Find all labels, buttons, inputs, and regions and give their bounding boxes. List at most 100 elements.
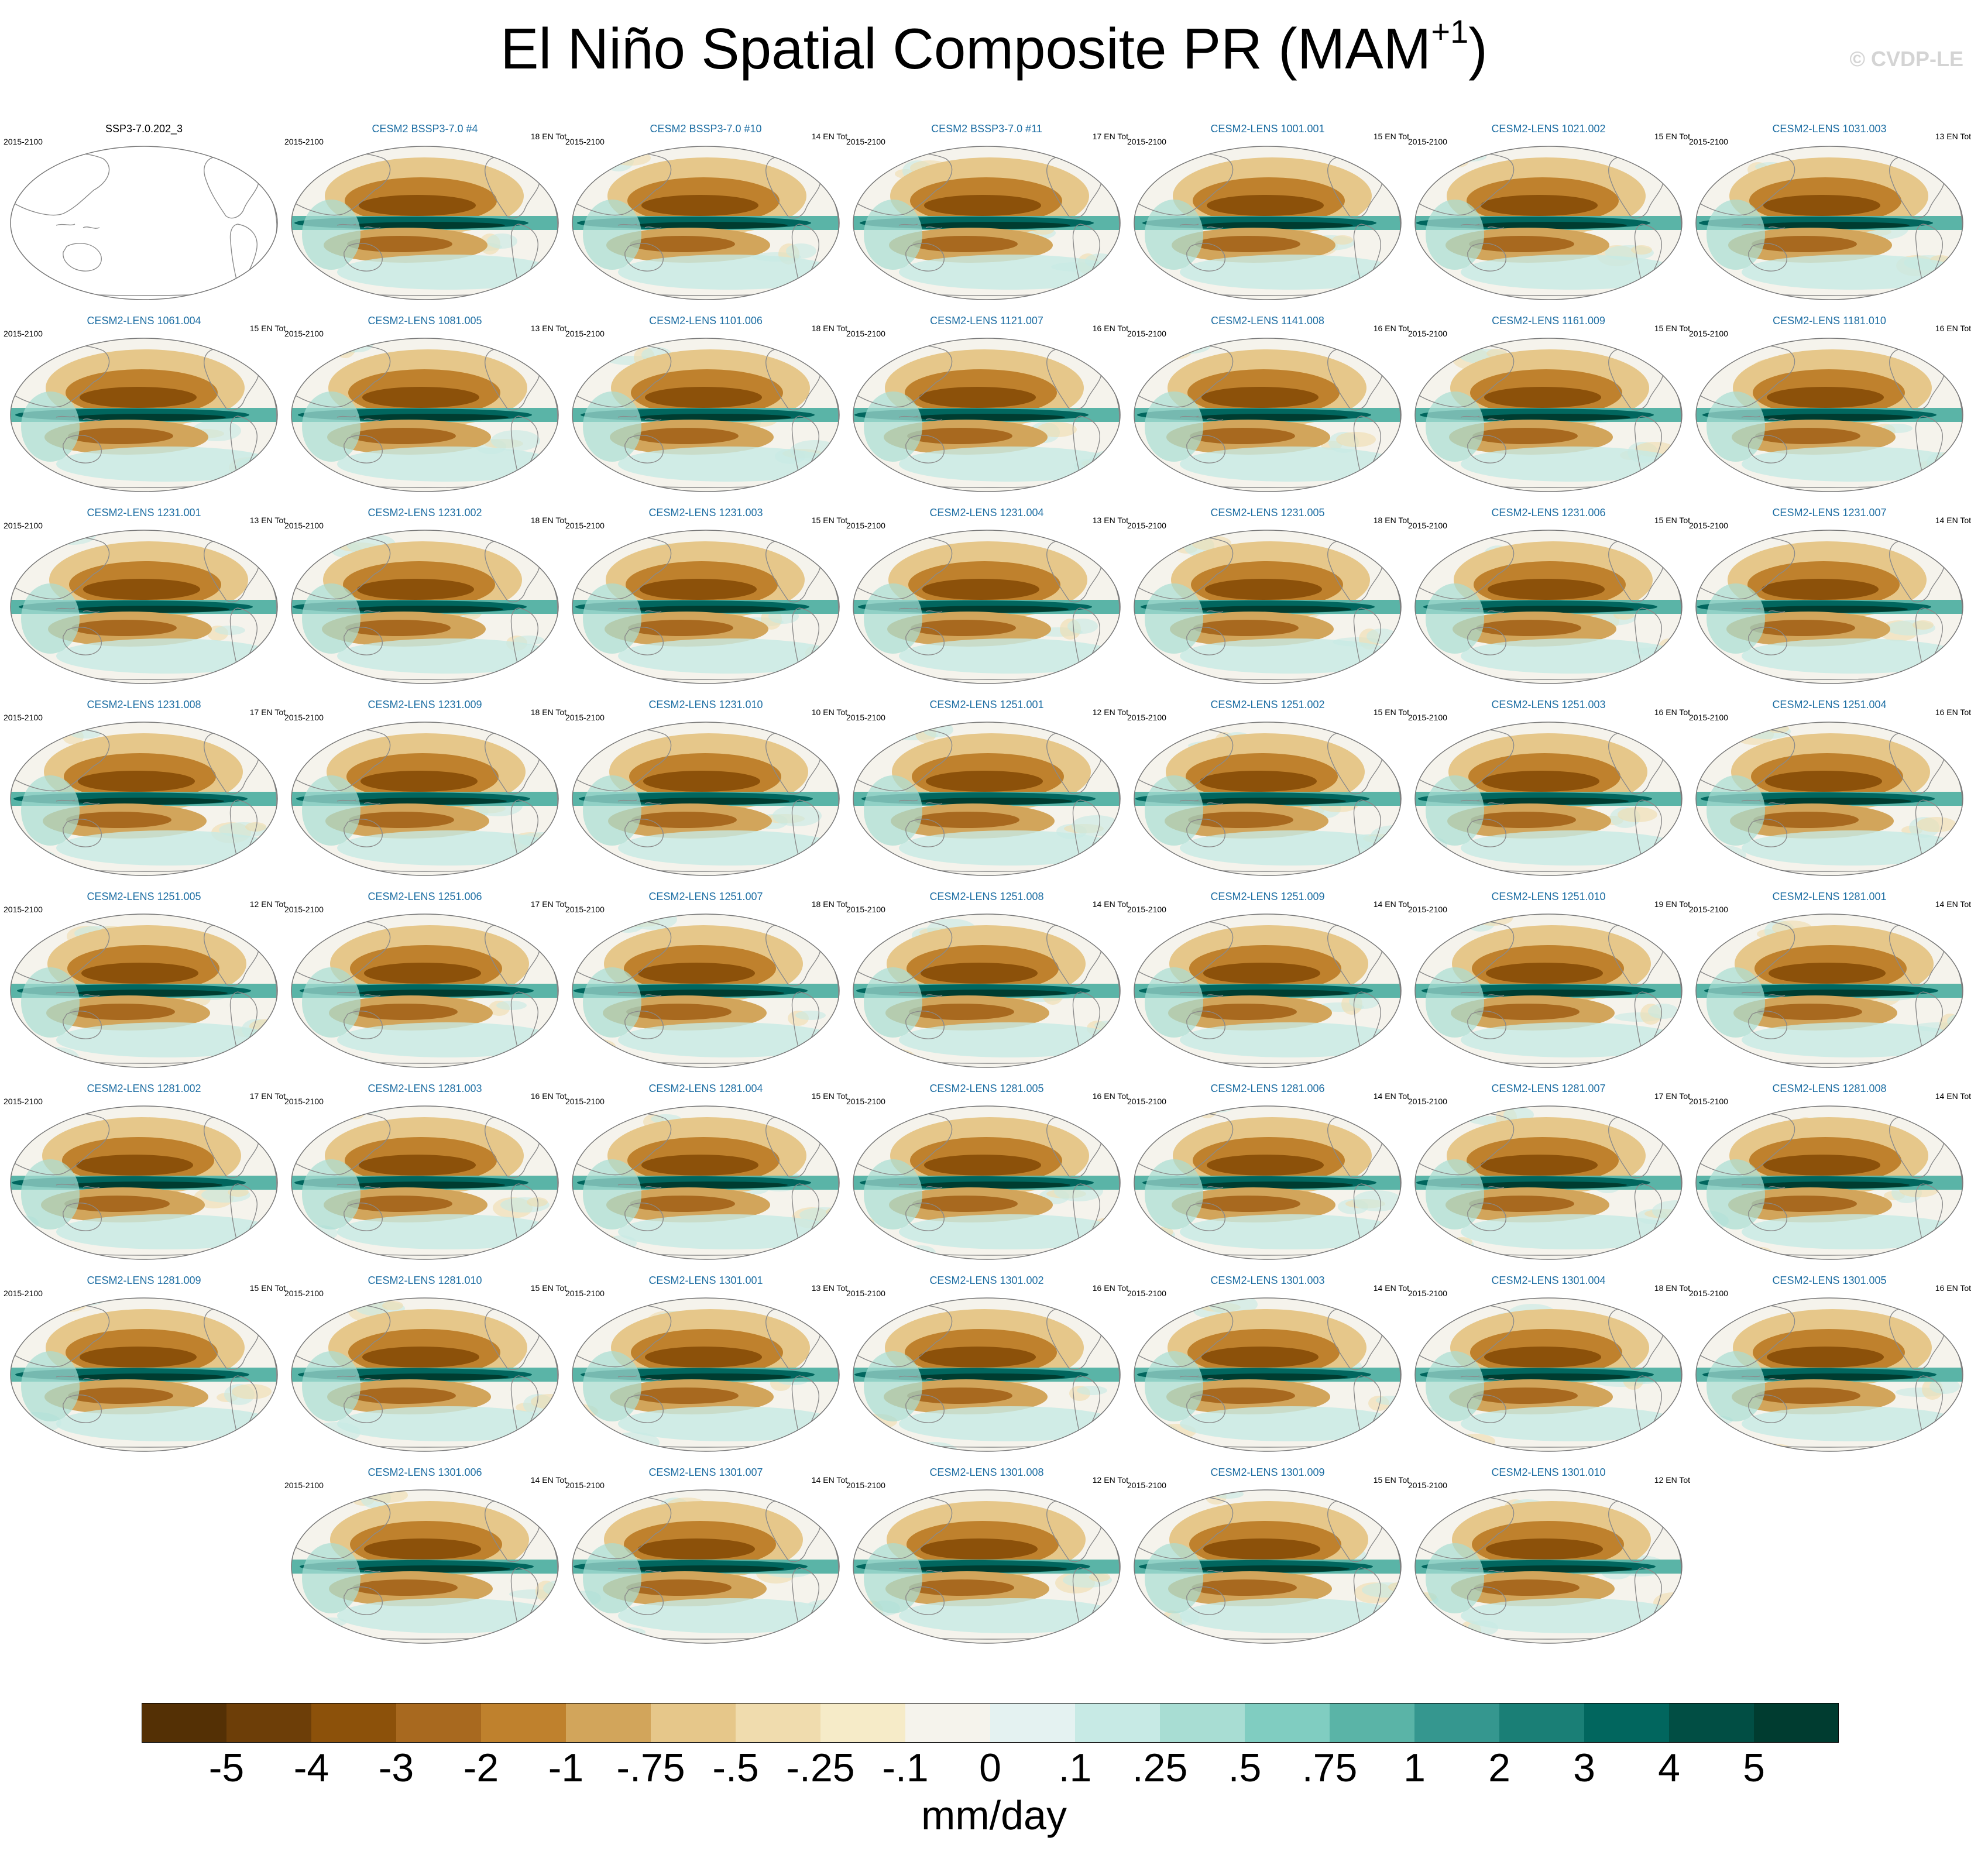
map-wet-region — [302, 1543, 360, 1613]
map-outline — [1414, 530, 1683, 684]
map-dry-core — [1767, 387, 1884, 408]
map-outline — [10, 338, 278, 492]
map-anomaly-patch — [871, 852, 892, 861]
panel-event-count: 13 EN Tot — [249, 516, 286, 525]
map-image — [1414, 338, 1683, 492]
map-anomaly-patch — [615, 1627, 646, 1637]
map-image — [572, 1297, 840, 1452]
panel-title: CESM2-LENS 1231.006 — [1491, 507, 1606, 518]
map-image — [1414, 722, 1683, 876]
panel-title: CESM2-LENS 1141.008 — [1211, 315, 1324, 327]
continent-outline — [1179, 224, 1224, 229]
continent-outline — [1748, 627, 1787, 655]
map-image — [1695, 722, 1963, 876]
map-anomaly-patch — [1696, 292, 1726, 300]
map-wet-region — [899, 1022, 1120, 1057]
continent-outline — [624, 1586, 664, 1615]
continent-outline — [1748, 819, 1787, 847]
colorbar-swatch — [736, 1703, 821, 1743]
continent-outline — [905, 435, 945, 463]
map-anomaly-patch — [1662, 844, 1682, 853]
map-anomaly-patch — [1134, 665, 1153, 681]
colorbar-swatch — [311, 1703, 397, 1743]
panel-event-count: 16 EN Tot — [1373, 324, 1409, 333]
map-anomaly-patch — [1699, 338, 1730, 346]
map-wet-region — [1180, 1022, 1401, 1057]
map-anomaly-patch — [527, 1197, 548, 1207]
map-anomaly-patch — [1104, 655, 1120, 671]
continent-outline — [63, 1011, 102, 1039]
continent-outline — [344, 1203, 383, 1231]
map-dry-core — [919, 1347, 1036, 1368]
map-anomaly-patch — [531, 270, 558, 280]
map-dry-core — [1207, 1155, 1324, 1176]
map-wet-region — [583, 200, 641, 270]
map-wet-core — [77, 606, 229, 613]
colorbar-swatch — [905, 1703, 991, 1743]
map-dry-core — [1201, 387, 1319, 408]
map-wet-core — [918, 222, 1070, 229]
map-image — [291, 1489, 559, 1644]
continent-outline — [898, 1567, 943, 1572]
map-wet-core — [1482, 606, 1634, 613]
map-panel: CESM2-LENS 1301.006 2015-2100 14 EN Tot — [284, 1467, 566, 1654]
panel-event-count: 19 EN Tot — [1654, 899, 1690, 909]
colorbar-tick-label: 0 — [979, 1746, 1001, 1790]
map-anomaly-patch — [853, 852, 894, 867]
continent-outline — [63, 435, 102, 463]
map-wet-region — [337, 830, 558, 866]
map-outline — [572, 1489, 840, 1644]
panel-period: 2015-2100 — [284, 905, 324, 914]
colorbar-swatch — [1160, 1703, 1245, 1743]
colorbar-tick-label: -.5 — [712, 1746, 759, 1790]
panel-event-count: 15 EN Tot — [1373, 708, 1409, 717]
map-panel-grid: SSP3-7.0.202_3 2015-2100 CESM2 BSSP3-7.0 #… — [4, 123, 1971, 1654]
map-image — [1134, 146, 1402, 300]
map-panel: CESM2 BSSP3-7.0 #4 2015-2100 18 EN Tot — [284, 123, 566, 310]
map-outline — [291, 1489, 559, 1644]
panel-title: CESM2-LENS 1301.005 — [1772, 1275, 1887, 1286]
map-anomaly-patch — [1415, 1040, 1434, 1056]
map-dry-core — [641, 195, 758, 216]
continent-outline — [1179, 1567, 1224, 1572]
map-anomaly-patch — [1384, 263, 1401, 279]
map-anomaly-patch — [611, 150, 651, 166]
map-wet-region — [1742, 1022, 1963, 1057]
map-panel: CESM2-LENS 1281.003 2015-2100 16 EN Tot — [284, 1083, 566, 1270]
map-wet-core — [1477, 798, 1629, 805]
continent-outline — [337, 1567, 381, 1572]
map-anomaly-patch — [232, 1384, 272, 1399]
map-anomaly-patch — [1435, 722, 1475, 735]
map-panel: CESM2-LENS 1251.002 2015-2100 15 EN Tot — [1127, 699, 1409, 886]
colorbar-tick-label: .1 — [1058, 1746, 1092, 1790]
map-wet-region — [618, 1022, 839, 1057]
map-panel: CESM2-LENS 1061.004 2015-2100 15 EN Tot — [4, 315, 286, 502]
panel-period: 2015-2100 — [846, 1289, 885, 1298]
map-anomaly-patch — [317, 860, 338, 875]
map-outline — [1414, 1489, 1683, 1644]
map-dry-core — [1762, 579, 1879, 600]
map-anomaly-patch — [1768, 724, 1789, 733]
map-wet-core — [356, 1373, 509, 1380]
map-anomaly-patch — [1386, 1031, 1401, 1046]
continent-outline — [1467, 819, 1506, 847]
map-wet-core — [637, 798, 789, 805]
map-panel: CESM2-LENS 1251.005 2015-2100 12 EN Tot — [4, 891, 286, 1078]
panel-event-count: 17 EN Tot — [249, 1091, 286, 1101]
map-anomaly-patch — [308, 1617, 329, 1633]
panel-period: 2015-2100 — [846, 1097, 885, 1106]
map-anomaly-patch — [53, 1252, 83, 1259]
colorbar-tick-label: -1 — [548, 1746, 584, 1790]
panel-title: CESM2-LENS 1251.005 — [87, 891, 201, 902]
panel-title: CESM2-LENS 1281.006 — [1210, 1083, 1325, 1094]
map-anomaly-patch — [853, 655, 871, 665]
panel-period: 2015-2100 — [1408, 521, 1447, 530]
map-wet-core — [1475, 1182, 1627, 1189]
map-anomaly-patch — [624, 722, 654, 727]
panel-event-count: 15 EN Tot — [249, 1283, 286, 1293]
map-panel: CESM2-LENS 1231.002 2015-2100 18 EN Tot — [284, 507, 566, 694]
map-dry-core — [76, 1155, 193, 1176]
map-image — [1695, 913, 1963, 1068]
map-anomaly-patch — [1366, 629, 1397, 644]
map-wet-region — [864, 1159, 922, 1229]
